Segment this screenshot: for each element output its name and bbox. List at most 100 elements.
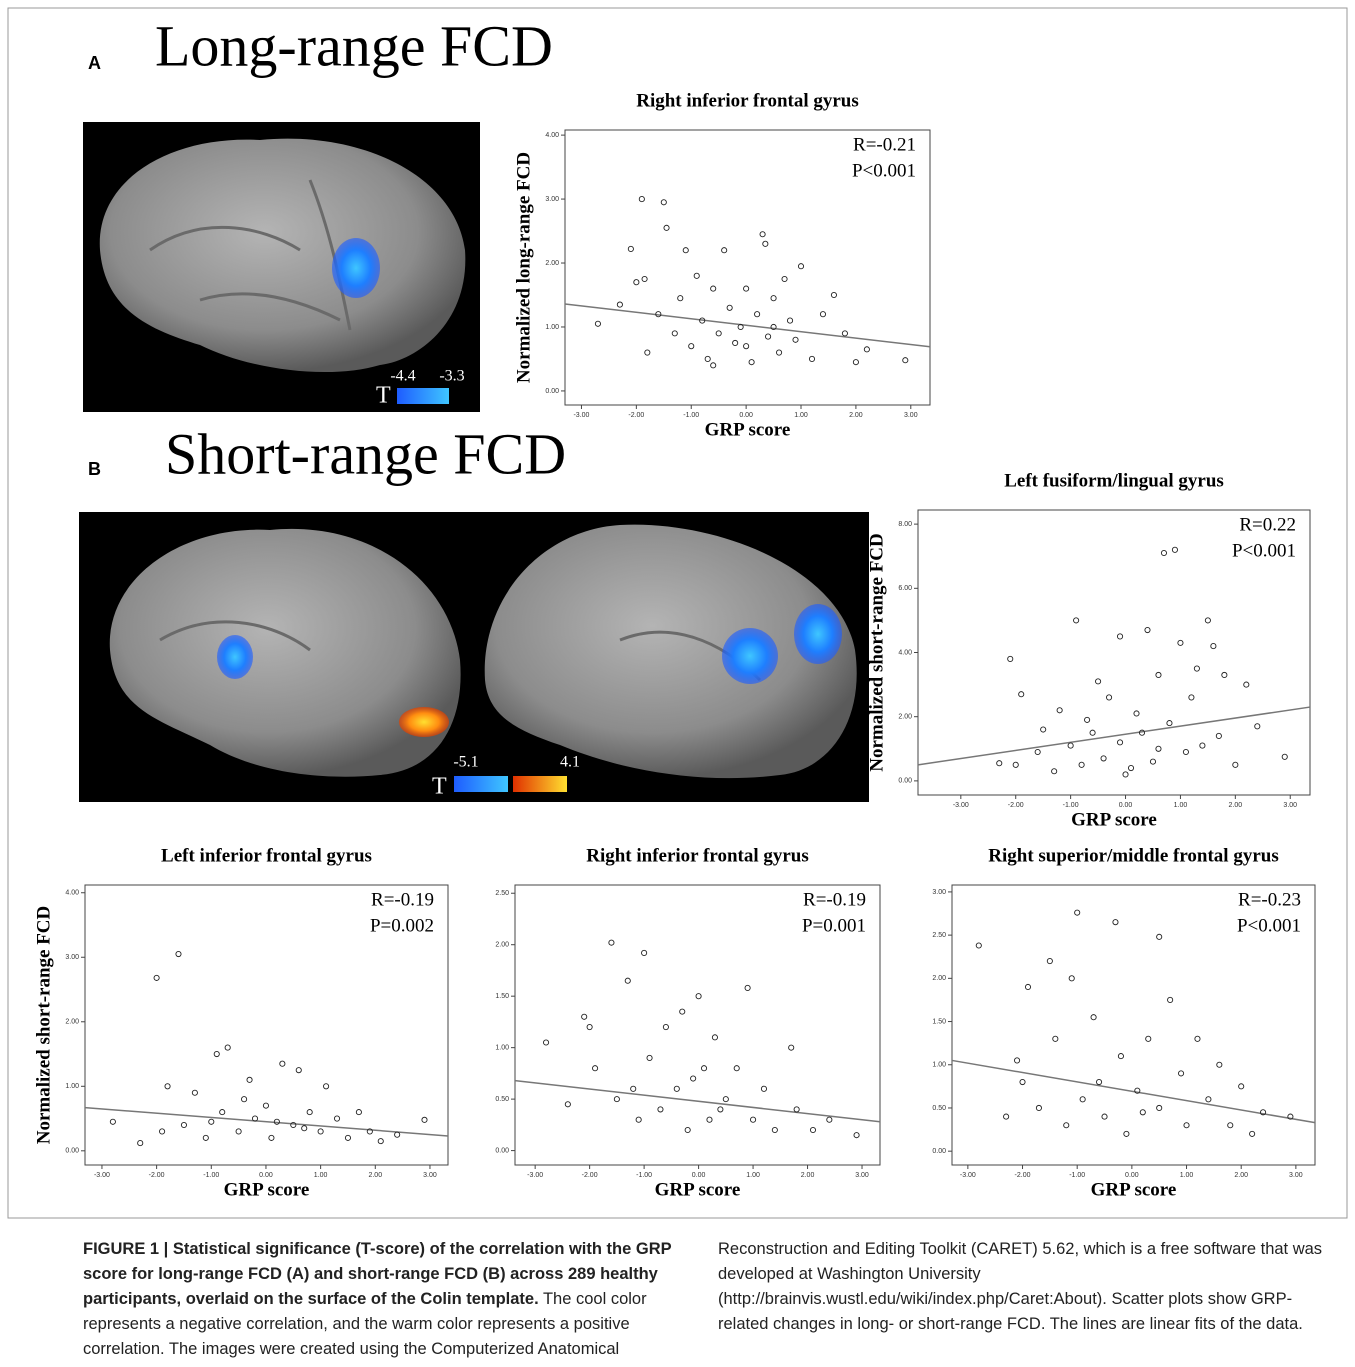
y-tick-label: 2.00 xyxy=(495,942,509,949)
x-tick-label: -3.00 xyxy=(573,412,589,419)
y-tick-label: 1.00 xyxy=(495,1044,509,1051)
annotation: R=0.22 xyxy=(1239,514,1296,535)
y-tick-label: 2.50 xyxy=(932,932,946,939)
y-tick-label: 0.00 xyxy=(898,778,912,785)
x-tick-label: -2.00 xyxy=(1015,1172,1031,1179)
y-tick-label: 3.00 xyxy=(65,954,79,961)
activation xyxy=(332,238,380,298)
panel-label: A xyxy=(88,53,101,73)
x-tick-label: 1.00 xyxy=(794,412,808,419)
x-tick-label: -1.00 xyxy=(203,1172,219,1179)
caption: FIGURE 1 | Statistical significance (T-s… xyxy=(83,1237,1323,1362)
y-axis-label: Normalized short-range FCD xyxy=(866,533,887,772)
x-tick-label: -2.00 xyxy=(1008,802,1024,809)
annotation: P=0.002 xyxy=(370,915,434,936)
x-tick-label: 2.00 xyxy=(1234,1172,1248,1179)
annotation: P<0.001 xyxy=(1232,540,1296,561)
chart-title: Right inferior frontal gyrus xyxy=(636,90,859,111)
colorbar-min: -4.4 xyxy=(390,368,415,385)
y-tick-label: 1.50 xyxy=(495,993,509,1000)
chart-title: Left fusiform/lingual gyrus xyxy=(1004,470,1224,491)
activation xyxy=(399,707,449,737)
y-tick-label: 0.00 xyxy=(495,1147,509,1154)
annotation: R=-0.19 xyxy=(803,889,866,910)
y-tick-label: 2.50 xyxy=(495,890,509,897)
y-tick-label: 4.00 xyxy=(545,132,559,139)
colorbar xyxy=(454,776,508,792)
x-tick-label: 3.00 xyxy=(1289,1172,1303,1179)
colorbar-title: T xyxy=(376,383,391,409)
x-tick-label: 3.00 xyxy=(855,1172,869,1179)
x-tick-label: -1.00 xyxy=(636,1172,652,1179)
x-tick-label: 1.00 xyxy=(1174,802,1188,809)
y-tick-label: 3.00 xyxy=(545,196,559,203)
y-tick-label: 1.50 xyxy=(932,1018,946,1025)
colorbar-min: -5.1 xyxy=(453,754,478,771)
activation xyxy=(794,604,842,664)
annotation: R=-0.23 xyxy=(1238,889,1301,910)
figure: A Long-range FCD T -4.4 -3.3 B Short-ran… xyxy=(0,0,1355,1367)
x-tick-label: 3.00 xyxy=(1283,802,1297,809)
x-tick-label: 2.00 xyxy=(849,412,863,419)
y-tick-label: 3.00 xyxy=(932,889,946,896)
x-tick-label: -2.00 xyxy=(582,1172,598,1179)
colorbar-max: -3.3 xyxy=(439,368,464,385)
x-tick-label: 0.00 xyxy=(1119,802,1133,809)
y-tick-label: 0.50 xyxy=(495,1096,509,1103)
y-tick-label: 6.00 xyxy=(898,585,912,592)
colorbar-max: 4.1 xyxy=(560,754,580,771)
annotation: R=-0.19 xyxy=(371,889,434,910)
x-axis-label: GRP score xyxy=(705,419,791,440)
annotation: R=-0.21 xyxy=(853,134,916,155)
y-tick-label: 4.00 xyxy=(65,890,79,897)
activation xyxy=(217,635,253,679)
annotation: P<0.001 xyxy=(1237,915,1301,936)
y-tick-label: 2.00 xyxy=(65,1019,79,1026)
x-tick-label: -3.00 xyxy=(527,1172,543,1179)
x-tick-label: 0.00 xyxy=(1125,1172,1139,1179)
page: { "panels": { "A": {"label": "A", "headi… xyxy=(0,0,1355,1367)
y-tick-label: 1.00 xyxy=(65,1083,79,1090)
panel-label: B xyxy=(88,459,101,479)
y-tick-label: 0.00 xyxy=(65,1148,79,1155)
x-tick-label: 2.00 xyxy=(1229,802,1243,809)
x-tick-label: 2.00 xyxy=(801,1172,815,1179)
activation xyxy=(722,628,778,684)
annotation: P=0.001 xyxy=(802,915,866,936)
y-tick-label: 0.00 xyxy=(932,1148,946,1155)
x-tick-label: 1.00 xyxy=(746,1172,760,1179)
y-tick-label: 4.00 xyxy=(898,649,912,656)
x-tick-label: -2.00 xyxy=(628,412,644,419)
y-tick-label: 1.00 xyxy=(932,1062,946,1069)
x-tick-label: 1.00 xyxy=(1180,1172,1194,1179)
x-axis-label: GRP score xyxy=(1071,809,1157,830)
x-tick-label: 0.00 xyxy=(259,1172,273,1179)
y-axis-label: Normalized long-range FCD xyxy=(513,152,534,383)
x-tick-label: -3.00 xyxy=(960,1172,976,1179)
chart-title: Left inferior frontal gyrus xyxy=(161,845,372,866)
x-axis-label: GRP score xyxy=(224,1179,310,1200)
x-tick-label: 1.00 xyxy=(314,1172,328,1179)
y-tick-label: 1.00 xyxy=(545,324,559,331)
y-tick-label: 0.00 xyxy=(545,388,559,395)
y-tick-label: 2.00 xyxy=(545,260,559,267)
y-tick-label: 2.00 xyxy=(898,714,912,721)
x-axis-label: GRP score xyxy=(655,1179,741,1200)
x-tick-label: 0.00 xyxy=(739,412,753,419)
chart-title: Right superior/middle frontal gyrus xyxy=(988,845,1278,866)
colorbar-title: T xyxy=(432,774,447,800)
x-tick-label: -1.00 xyxy=(683,412,699,419)
y-axis-label: Normalized short-range FCD xyxy=(33,906,54,1145)
y-tick-label: 8.00 xyxy=(898,521,912,528)
x-tick-label: -3.00 xyxy=(953,802,969,809)
chart-title: Right inferior frontal gyrus xyxy=(586,845,809,866)
x-axis-label: GRP score xyxy=(1091,1179,1177,1200)
y-tick-label: 0.50 xyxy=(932,1105,946,1112)
annotation: P<0.001 xyxy=(852,160,916,181)
panel-heading: Short-range FCD xyxy=(165,421,566,486)
x-tick-label: 3.00 xyxy=(423,1172,437,1179)
x-tick-label: -3.00 xyxy=(94,1172,110,1179)
x-tick-label: -1.00 xyxy=(1063,802,1079,809)
y-tick-label: 2.00 xyxy=(932,975,946,982)
x-tick-label: -2.00 xyxy=(149,1172,165,1179)
